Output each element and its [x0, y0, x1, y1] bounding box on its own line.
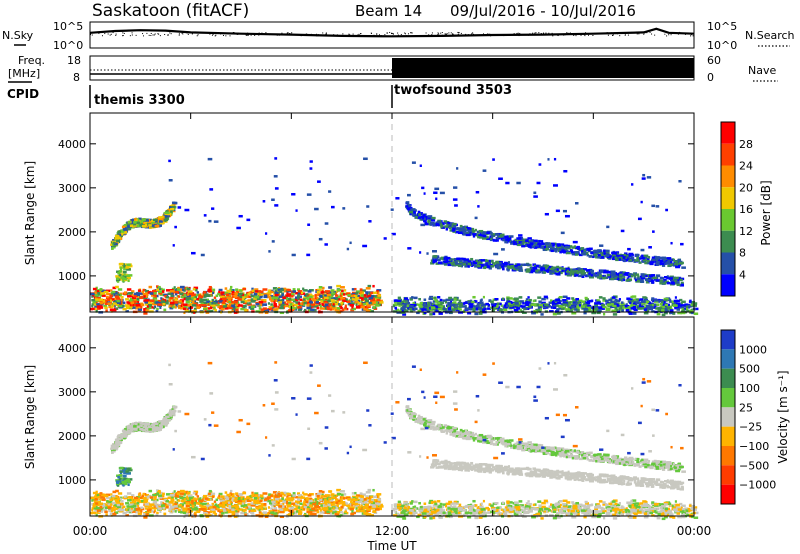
noise-left-tick-top: 10^5: [53, 20, 83, 33]
velocity-region-near-range-day: [90, 488, 384, 519]
noise-sky-trace: [89, 27, 695, 38]
power-colorbar-tick-2: 20: [739, 181, 753, 194]
velocity-colorbar-tick-6: −500: [739, 459, 769, 472]
x-axis-label: Time UT: [366, 539, 417, 553]
power-ytick-3: 4000: [58, 138, 86, 151]
power-ylabel: Slant Range [km]: [23, 161, 37, 265]
cpid-label: CPID: [7, 87, 39, 101]
power-ytick-2: 3000: [58, 182, 86, 195]
velocity-ytick-1: 2000: [58, 430, 86, 443]
power-colorbar-swatch-6: [721, 252, 735, 275]
velocity-ytick-3: 4000: [58, 342, 86, 355]
power-colorbar-tick-1: 24: [739, 160, 753, 173]
noise-right-tick-bottom: 10^0: [707, 39, 737, 52]
freq-right-tick-bottom: 0: [707, 71, 714, 84]
velocity-ylabel: Slant Range [km]: [23, 365, 37, 469]
freq-label: Freq.: [18, 54, 45, 67]
power-ytick-1: 2000: [58, 226, 86, 239]
velocity-colorbar-swatch-5: [721, 426, 735, 446]
power-region-near-range-day: [90, 284, 384, 315]
velocity-colorbar-swatch-7: [721, 465, 735, 485]
velocity-region-arc-lower: [430, 459, 685, 491]
power-region-early-patch: [115, 262, 133, 283]
velocity-colorbar-tick-4: −25: [739, 421, 762, 434]
freq-left-tick-top: 18: [67, 54, 81, 67]
velocity-panel: Slant Range [km] 1000 2000 3000 4000 1000 50…: [23, 316, 790, 521]
power-ytick-0: 1000: [58, 270, 86, 283]
velocity-region-early-far: [110, 405, 178, 454]
noise-search-label: N.Search: [745, 29, 795, 42]
velocity-region-early-patch: [115, 466, 133, 487]
power-colorbar-tick-6: 4: [739, 268, 746, 281]
power-colorbar-swatch-3: [721, 187, 735, 209]
power-colorbar-tick-0: 28: [739, 138, 753, 151]
noise-panel-frame: [89, 21, 695, 49]
beam-label: Beam 14: [355, 2, 422, 20]
station-title: Saskatoon (fitACF): [92, 1, 249, 21]
power-panel: Slant Range [km] 1000 2000 3000 4000 28 24 20…: [23, 112, 773, 317]
freq-right-tick-top: 60: [707, 54, 721, 67]
x-tick-1: 04:00: [173, 524, 208, 538]
x-tick-3: 12:00: [375, 524, 410, 538]
power-region-sparse: [168, 157, 684, 257]
velocity-colorbar-label: Velocity [m s⁻¹]: [776, 370, 790, 463]
velocity-colorbar-swatch-1: [721, 349, 735, 369]
power-colorbar-tick-4: 12: [739, 225, 753, 238]
power-colorbar-swatch-1: [721, 143, 735, 166]
velocity-colorbar-swatch-8: [721, 484, 735, 504]
power-colorbar-tick-5: 8: [739, 247, 746, 260]
velocity-ytick-0: 1000: [58, 474, 86, 487]
velocity-region-sparse: [168, 361, 684, 461]
velocity-colorbar-swatch-6: [721, 446, 735, 466]
power-region-early-far: [110, 201, 178, 250]
power-region-near-range-night: [392, 295, 699, 317]
noise-right-tick-top: 10^5: [707, 20, 737, 33]
velocity-colorbar-swatch-3: [721, 388, 735, 408]
nave-label: Nave: [748, 64, 776, 77]
noise-left-tick-bottom: 10^0: [53, 39, 83, 52]
x-tick-4: 16:00: [475, 524, 510, 538]
power-colorbar-label: Power [dB]: [759, 180, 773, 245]
noise-sky-label: N.Sky: [2, 29, 34, 42]
noise-search-trace: [90, 31, 694, 37]
velocity-colorbar-swatch-4: [721, 407, 735, 427]
power-colorbar-swatch-2: [721, 165, 735, 188]
velocity-colorbar-tick-0: 1000: [739, 343, 767, 356]
cpid-mode-2: twofsound 3503: [394, 83, 512, 98]
x-tick-5: 20:00: [576, 524, 611, 538]
freq-left-tick-bottom: 8: [73, 71, 80, 84]
nave-trace-mode2: [392, 58, 694, 78]
freq-panel: Freq. [MHz] 18 8 60 0 Nave: [8, 54, 778, 84]
velocity-colorbar-swatch-2: [721, 368, 735, 388]
power-colorbar-swatch-7: [721, 274, 735, 296]
noise-panel: N.Sky 10^5 10^0 10^5 10^0 N.Search: [2, 20, 795, 52]
power-colorbar-tick-3: 16: [739, 203, 753, 216]
velocity-colorbar-swatch-0: [721, 330, 735, 350]
power-colorbar-swatch-0: [721, 122, 735, 144]
power-region-arc-upper: [405, 201, 686, 269]
power-colorbar-swatch-4: [721, 209, 735, 231]
velocity-colorbar-tick-2: 100: [739, 382, 760, 395]
x-tick-2: 08:00: [274, 524, 309, 538]
freq-unit-label: [MHz]: [8, 67, 40, 80]
date-range: 09/Jul/2016 - 10/Jul/2016: [450, 2, 636, 20]
cpid-mode-1: themis 3300: [94, 93, 185, 108]
velocity-colorbar-tick-3: 25: [739, 401, 753, 414]
velocity-colorbar-tick-1: 500: [739, 363, 760, 376]
power-region-arc-lower: [430, 255, 685, 287]
cpid-panel: CPID themis 3300 twofsound 3503: [7, 83, 512, 108]
velocity-region-near-range-night: [392, 499, 699, 521]
velocity-region-arc-upper: [405, 405, 686, 473]
velocity-ytick-2: 3000: [58, 386, 86, 399]
velocity-colorbar-tick-5: −100: [739, 440, 769, 453]
x-tick-6: 00:00: [677, 524, 712, 538]
velocity-colorbar-tick-7: −1000: [739, 479, 776, 492]
x-tick-0: 00:00: [73, 524, 108, 538]
power-colorbar-swatch-5: [721, 230, 735, 253]
